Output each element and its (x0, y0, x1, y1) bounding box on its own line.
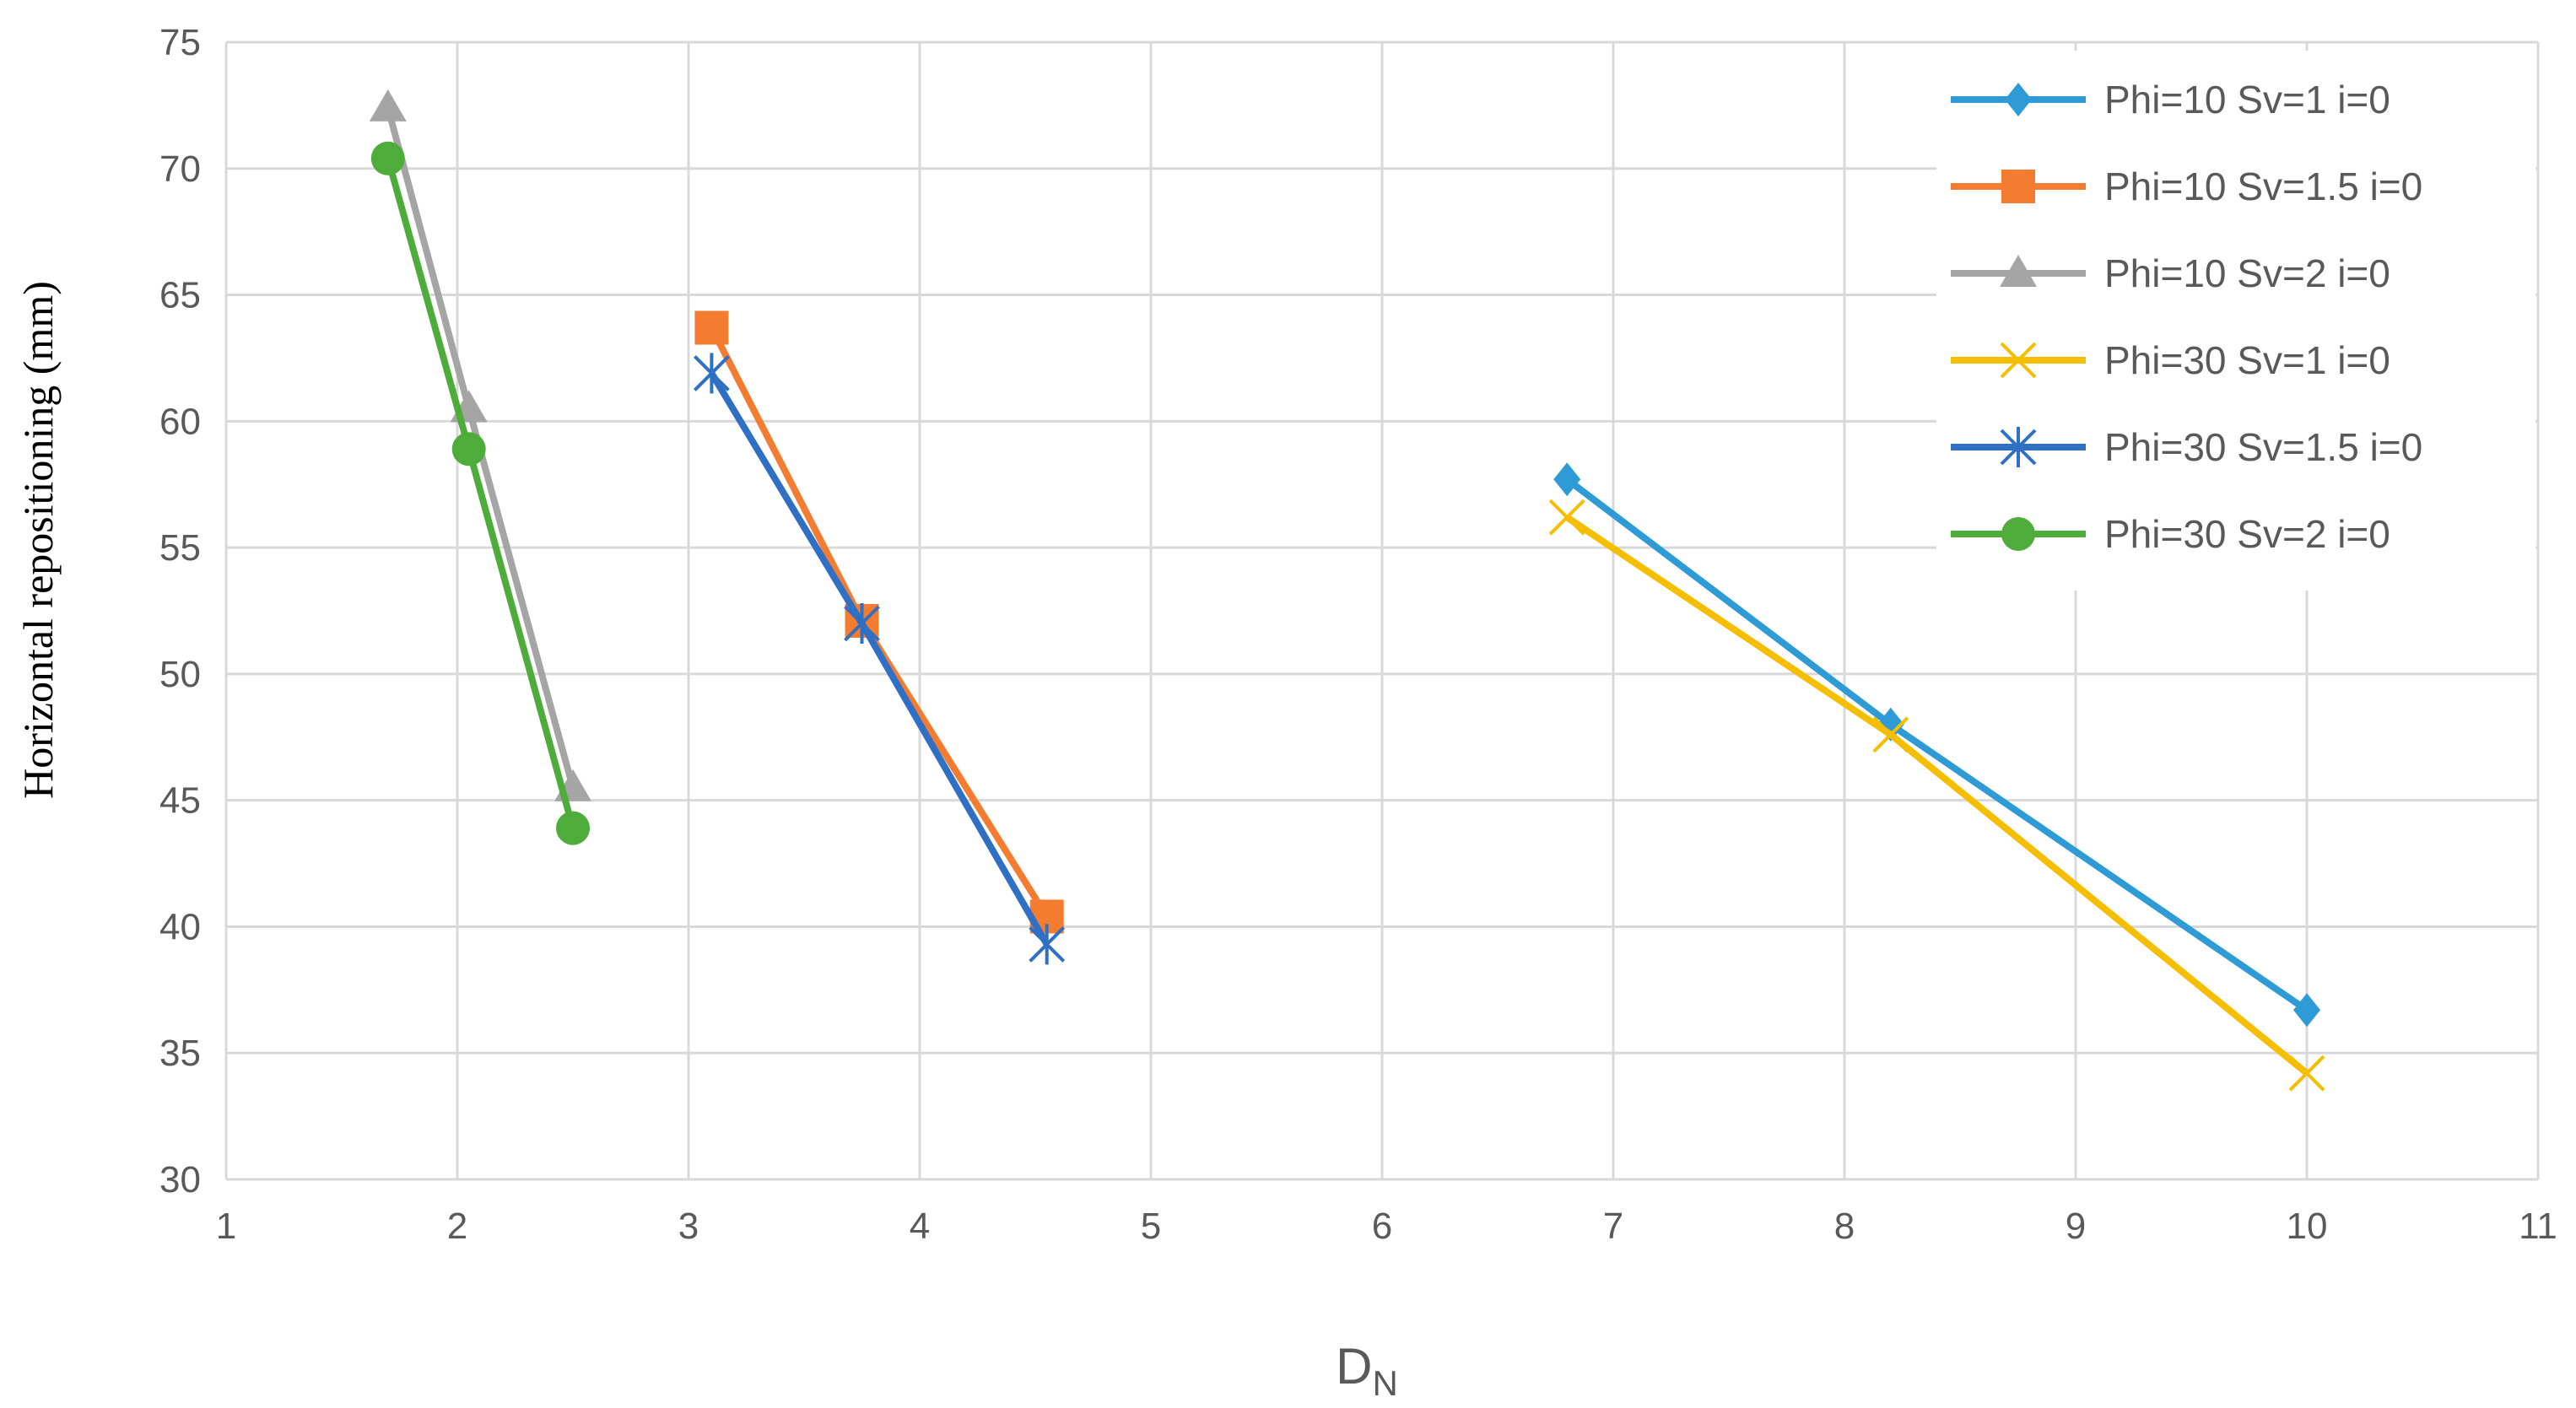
legend-label: Phi=10 Sv=2 i=0 (2104, 251, 2390, 295)
x-tick-label: 7 (1603, 1206, 1623, 1247)
x-tick-label: 1 (216, 1206, 236, 1247)
legend-marker (2001, 517, 2035, 551)
x-tick-label: 3 (678, 1206, 699, 1247)
data-point (844, 602, 880, 644)
series-4 (1548, 499, 2325, 1092)
legend-marker (2000, 342, 2037, 379)
legend-item: Phi=30 Sv=1.5 i=0 (1951, 425, 2422, 469)
y-tick-label: 55 (159, 527, 201, 569)
series-6 (370, 141, 590, 845)
legend-item: Phi=30 Sv=2 i=0 (1951, 512, 2390, 556)
y-tick-label: 65 (159, 275, 201, 316)
legend-item: Phi=10 Sv=2 i=0 (1951, 251, 2390, 295)
legend-item: Phi=30 Sv=1 i=0 (1951, 338, 2390, 382)
data-point (370, 141, 405, 175)
data-point (694, 310, 729, 345)
y-tick-label: 50 (159, 654, 201, 695)
data-point (1548, 499, 1585, 536)
series-5 (693, 353, 1066, 965)
data-point (2293, 993, 2320, 1028)
x-tick-label: 4 (910, 1206, 930, 1247)
x-tick-label: 8 (1834, 1206, 1855, 1247)
series-line (708, 326, 1050, 919)
y-tick-label: 40 (159, 906, 201, 947)
legend-label: Phi=10 Sv=1.5 i=0 (2104, 165, 2422, 208)
legend-item: Phi=10 Sv=1.5 i=0 (1951, 165, 2422, 208)
x-tick-label: 5 (1141, 1206, 1161, 1247)
data-point (451, 432, 486, 467)
data-point (556, 811, 590, 845)
series-line (708, 371, 1050, 947)
legend-marker (2000, 427, 2037, 467)
x-tick-label: 10 (2287, 1206, 2328, 1247)
x-tick-label: 11 (2519, 1206, 2557, 1247)
x-axis-label: DN (1336, 1338, 1398, 1403)
data-point (1872, 716, 1909, 753)
grid-lines (224, 40, 2540, 1181)
series-2 (694, 310, 1064, 934)
y-tick-label: 35 (159, 1033, 201, 1074)
data-point (1029, 924, 1066, 965)
y-tick-label: 60 (159, 401, 201, 442)
y-tick-label: 45 (159, 780, 201, 822)
data-point (1553, 462, 1581, 497)
y-tick-label: 30 (159, 1159, 201, 1200)
series-line (384, 157, 576, 829)
legend-label: Phi=30 Sv=2 i=0 (2104, 512, 2390, 556)
series-layer (369, 89, 2325, 1092)
y-axis-label: Horizontal repositioning (mm) (14, 281, 62, 799)
data-point (2288, 1055, 2325, 1092)
data-point (369, 89, 407, 121)
legend-label: Phi=10 Sv=1 i=0 (2104, 78, 2390, 121)
legend-marker (2000, 255, 2037, 287)
x-tick-label: 6 (1372, 1206, 1392, 1247)
data-point (693, 353, 730, 394)
y-tick-label: 70 (159, 148, 201, 190)
x-axis-label-subscript: N (1373, 1363, 1398, 1403)
series-1 (1553, 462, 2320, 1028)
x-tick-label: 9 (2066, 1206, 2086, 1247)
legend-marker (2005, 83, 2032, 116)
y-tick-label: 75 (159, 22, 201, 63)
legend-label: Phi=30 Sv=1 i=0 (2104, 338, 2390, 382)
series-line (1564, 514, 2309, 1076)
legend-label: Phi=30 Sv=1.5 i=0 (2104, 425, 2422, 469)
legend: Phi=10 Sv=1 i=0 Phi=10 Sv=1.5 i=0 Phi=10 S… (1936, 51, 2535, 591)
x-axis-label-main: D (1336, 1338, 1372, 1395)
legend-marker (2001, 170, 2035, 203)
x-tick-label: 2 (447, 1206, 467, 1247)
legend-item: Phi=10 Sv=1 i=0 (1951, 78, 2390, 121)
legend-background (1936, 51, 2535, 591)
